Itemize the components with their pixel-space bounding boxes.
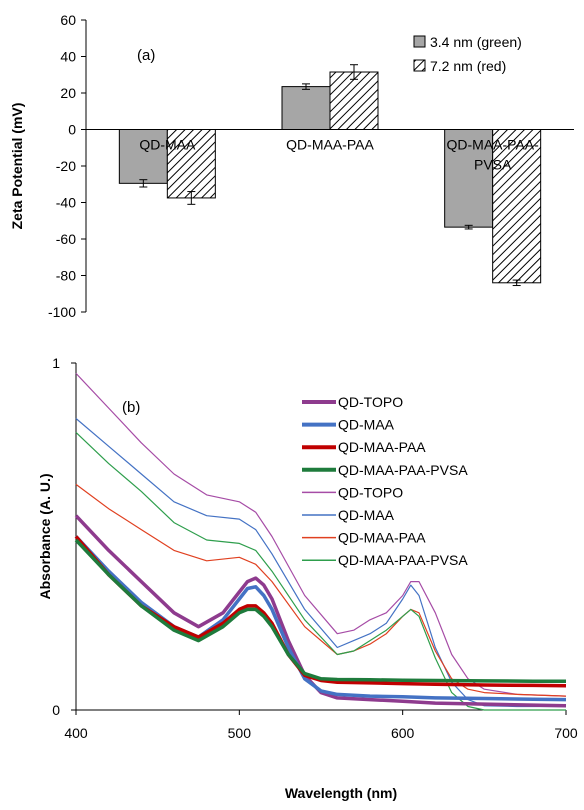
y-tick-label-a: -20	[56, 158, 76, 174]
x-axis-title-b: Wavelength (nm)	[285, 785, 397, 801]
series-line-qd-maa-thin	[75, 418, 566, 708]
legend-label-qd-maa-paa-pvsa: QD-MAA-PAA-PVSA	[338, 552, 468, 568]
legend-label-qd-maa-paa-pvsa: QD-MAA-PAA-PVSA	[338, 462, 468, 478]
spectra	[74, 372, 567, 711]
y-tick-label-a: -60	[56, 231, 76, 247]
legend-label-qd-maa: QD-MAA	[338, 417, 395, 433]
category-label: QD-MAA	[139, 137, 196, 153]
y-axis-title-a: Zeta Potential (mV)	[9, 103, 25, 230]
category-label: PVSA	[474, 157, 512, 173]
bar-7-2-nm-red-qd-maa	[166, 129, 216, 199]
bar-7-2-nm-red-qd-maa-paa-pvsa	[492, 129, 542, 284]
bar-3-4-nm-green-qd-maa	[118, 129, 168, 184]
y-tick-label-b: 0	[52, 702, 60, 718]
y-tick-label-a: -80	[56, 268, 76, 284]
legend-label-qd-maa-paa: QD-MAA-PAA	[338, 530, 426, 546]
legend-label-qd-topo: QD-TOPO	[338, 394, 403, 410]
y-tick-label-a: 60	[60, 12, 76, 28]
y-axis-b: 01	[52, 355, 77, 718]
panel-label-a: (a)	[137, 47, 155, 64]
bar-3-4-nm-green-qd-maa-paa	[281, 86, 331, 131]
x-axis-b: 400 500 600 700	[64, 709, 578, 741]
legend-a: 3.4 nm (green) 7.2 nm (red)	[413, 34, 522, 74]
legend-b: QD-TOPO QD-MAA QD-MAA-PAA QD-MAA-PAA-PVSA QD…	[302, 394, 468, 568]
y-tick-label-a: -40	[56, 195, 76, 211]
series-line-qd-maa-thick	[74, 535, 567, 702]
legend-label-qd-maa-paa: QD-MAA-PAA	[338, 439, 426, 455]
x-tick-label-b: 700	[554, 725, 578, 741]
y-axis-title-b: Absorbance (A. U.)	[37, 473, 53, 599]
legend-label-qd-maa: QD-MAA	[338, 507, 395, 523]
legend-swatch-3-4-nm-green	[413, 35, 426, 48]
x-tick-label-b: 600	[391, 725, 415, 741]
category-label: QD-MAA-PAA-	[447, 137, 540, 153]
absorbance-chart: 01 400 500 600 700 Absorbance (A. U.) Wavel…	[37, 355, 578, 801]
legend-label-7-2-nm-red: 7.2 nm (red)	[430, 58, 506, 74]
x-tick-label-b: 400	[64, 725, 88, 741]
series-line-qd-maa-paa-pvsa-thin	[75, 431, 566, 711]
x-tick-label-b: 500	[228, 725, 252, 741]
y-tick-label-b: 1	[52, 355, 60, 371]
series-line-qd-topo-thick	[74, 514, 567, 708]
legend-label-3-4-nm-green: 3.4 nm (green)	[430, 34, 522, 50]
zeta-potential-chart: 60 40 20 0 -20 -40 -60 -80 -100 QD-MAA QD-MAA-PAA…	[9, 12, 574, 320]
y-axis-a: 60 40 20 0 -20 -40 -60 -80 -100	[48, 12, 87, 320]
bars	[118, 64, 542, 287]
bar-3-4-nm-green-qd-maa-paa-pvsa	[444, 129, 494, 228]
y-tick-label-a: -100	[48, 304, 76, 320]
series-line-qd-maa-paa-thick	[74, 535, 567, 688]
category-label: QD-MAA-PAA	[286, 137, 374, 153]
plot-area-b	[76, 363, 566, 710]
y-tick-label-a: 40	[60, 49, 76, 65]
series-line-qd-topo-thin	[75, 372, 567, 697]
bar-7-2-nm-red-qd-maa-paa	[329, 71, 379, 130]
panel-label-b: (b)	[122, 399, 140, 416]
legend-label-qd-topo: QD-TOPO	[338, 484, 403, 500]
y-tick-label-a: 20	[60, 85, 76, 101]
y-tick-label-a: 0	[68, 122, 76, 138]
series-line-qd-maa-paa-pvsa-thick	[74, 538, 566, 683]
legend-swatch-7-2-nm-red	[413, 59, 426, 72]
category-labels: QD-MAA QD-MAA-PAA QD-MAA-PAA- PVSA	[139, 137, 539, 173]
